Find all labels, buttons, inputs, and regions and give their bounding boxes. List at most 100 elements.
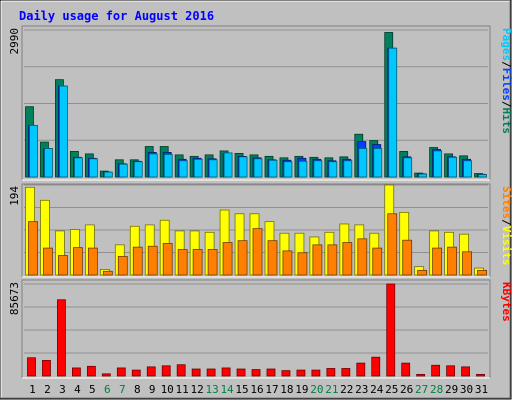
bar-kbytes-day-10 <box>161 365 171 377</box>
bar-pages-day-19 <box>298 160 308 178</box>
bar-kbytes-day-12 <box>191 368 201 377</box>
x-tick-label: 2 <box>44 383 51 396</box>
x-tick-label: 12 <box>191 383 204 396</box>
x-tick-label: 8 <box>134 383 141 396</box>
x-tick-label: 20 <box>310 383 323 396</box>
bar-sites-day-1 <box>28 221 38 276</box>
bar-pages-day-9 <box>148 153 158 178</box>
bar-sites-day-14 <box>222 242 233 276</box>
bar-pages-day-8 <box>133 161 143 178</box>
bar-kbytes-day-24 <box>371 356 381 377</box>
x-tick-label: 14 <box>220 383 234 396</box>
x-tick-label: 24 <box>370 383 384 396</box>
bar-kbytes-day-6 <box>101 373 111 377</box>
bar-pages-day-24 <box>373 148 383 178</box>
x-tick-label: 28 <box>430 383 443 396</box>
bar-pages-day-30 <box>463 160 472 178</box>
x-tick-label: 6 <box>104 383 111 396</box>
bar-pages-day-14 <box>223 152 233 178</box>
bar-sites-day-23 <box>357 238 368 276</box>
bar-kbytes-day-4 <box>72 367 81 377</box>
x-tick-label: 17 <box>265 383 278 396</box>
bar-sites-day-21 <box>327 244 338 276</box>
bar-kbytes-day-7 <box>116 367 126 377</box>
bar-kbytes-day-8 <box>131 369 141 377</box>
bar-pages-day-5 <box>88 158 98 178</box>
x-tick-label: 13 <box>205 383 218 396</box>
bar-kbytes-day-14 <box>221 367 231 377</box>
x-tick-label: 5 <box>89 383 96 396</box>
bar-sites-day-18 <box>282 250 293 276</box>
bar-kbytes-day-26 <box>401 362 411 377</box>
bar-pages-day-1 <box>29 124 38 178</box>
bar-sites-day-10 <box>162 243 173 276</box>
bar-kbytes-day-22 <box>341 368 351 377</box>
x-tick-label: 7 <box>119 383 126 396</box>
legend-pages: Pages <box>500 28 512 61</box>
x-tick-label: 31 <box>475 383 488 396</box>
bar-sites-day-12 <box>192 249 203 276</box>
bar-pages-day-16 <box>253 158 263 178</box>
bar-sites-day-15 <box>237 240 248 276</box>
bar-kbytes-day-21 <box>326 368 336 377</box>
bar-sites-day-31 <box>477 269 487 276</box>
bar-sites-day-2 <box>43 247 53 276</box>
bar-kbytes-day-28 <box>431 364 441 377</box>
bar-sites-day-24 <box>372 247 383 276</box>
legend-separator: / <box>500 101 512 108</box>
bar-sites-day-30 <box>462 251 472 276</box>
bar-sites-day-4 <box>73 247 83 276</box>
x-tick-label: 25 <box>385 383 398 396</box>
x-tick-label: 21 <box>325 383 338 396</box>
bar-sites-day-22 <box>342 242 353 276</box>
side-legend: KBytes <box>500 282 512 322</box>
bar-kbytes-day-13 <box>206 368 216 377</box>
bar-kbytes-day-18 <box>281 370 291 377</box>
legend-visits: Visits <box>500 226 512 266</box>
legend-sites: Sites <box>500 186 512 219</box>
panel-kbytes: 85673 KBytes <box>8 279 512 379</box>
bar-pages-day-4 <box>74 157 83 178</box>
bar-pages-day-18 <box>283 161 293 178</box>
bar-pages-day-21 <box>328 161 338 178</box>
panel-hits-files-pages: 2990 Pages/Files/Hits <box>8 25 512 181</box>
legend-separator: / <box>500 61 512 68</box>
x-tick-label: 27 <box>415 383 428 396</box>
bar-pages-day-29 <box>448 156 457 178</box>
y-axis-max-label: 194 <box>8 186 21 206</box>
bar-sites-day-17 <box>267 240 278 276</box>
x-tick-label: 11 <box>176 383 189 396</box>
x-tick-label: 16 <box>250 383 263 396</box>
bar-sites-day-6 <box>102 270 113 276</box>
bar-sites-day-3 <box>58 255 68 276</box>
bar-kbytes-day-20 <box>311 369 321 377</box>
bar-kbytes-day-27 <box>416 373 426 377</box>
bar-pages-day-6 <box>103 171 113 178</box>
panel-frame <box>21 279 491 379</box>
legend-separator: / <box>500 219 512 226</box>
bar-kbytes-day-30 <box>461 366 470 377</box>
bar-pages-day-20 <box>313 160 323 178</box>
bar-kbytes-day-5 <box>86 365 96 377</box>
bar-sites-day-11 <box>177 249 188 276</box>
bar-pages-day-17 <box>268 159 278 178</box>
bar-pages-day-2 <box>44 148 53 178</box>
bar-sites-day-26 <box>402 239 413 276</box>
bar-pages-day-13 <box>208 159 218 178</box>
bar-kbytes-day-23 <box>356 362 366 377</box>
bar-kbytes-day-3 <box>57 299 66 377</box>
bar-sites-day-28 <box>432 247 443 276</box>
x-tick-label: 3 <box>59 383 66 396</box>
bar-kbytes-day-11 <box>176 364 186 377</box>
legend-files: Files <box>500 68 512 101</box>
bar-pages-day-23 <box>358 148 368 178</box>
legend-kbytes: KBytes <box>500 282 512 322</box>
bar-sites-day-25 <box>387 213 398 276</box>
bar-pages-day-22 <box>343 160 353 178</box>
bar-kbytes-day-15 <box>236 368 246 377</box>
bar-kbytes-day-25 <box>386 283 396 377</box>
bar-sites-day-5 <box>87 247 98 276</box>
x-tick-label: 30 <box>460 383 473 396</box>
panel-visits-sites: 194 Sites/Visits <box>8 183 512 278</box>
